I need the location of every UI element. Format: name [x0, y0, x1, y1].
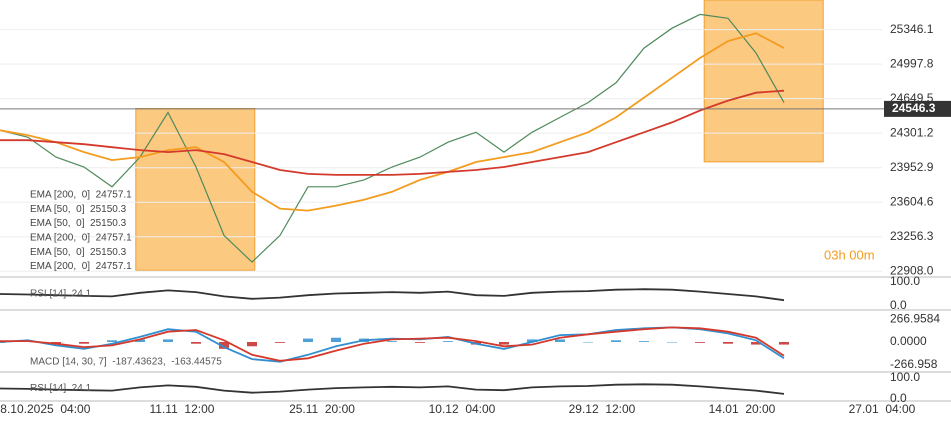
indicator-label: RSI [14] 24.1	[30, 289, 92, 300]
histogram-bar	[751, 342, 761, 345]
y-tick-label: 24301.2	[890, 125, 934, 139]
x-tick-label: 29.12 12:00	[569, 402, 636, 416]
histogram-bar	[331, 337, 341, 342]
y-tick-label: 23952.9	[890, 160, 934, 174]
histogram-bar	[191, 342, 201, 344]
legend-entry: EMA [50, 0] 25150.3	[30, 204, 127, 215]
series-line	[0, 89, 785, 176]
legend-entry: EMA [200, 0] 24757.1	[30, 261, 132, 272]
y-tick-label: 0.0	[890, 298, 907, 312]
histogram-bar	[135, 339, 145, 342]
y-tick-label: -266.958	[890, 357, 938, 371]
y-tick-label: 0.0	[890, 391, 907, 405]
histogram-bar	[499, 342, 509, 345]
y-tick-label: 23256.3	[890, 229, 934, 243]
histogram-bar	[415, 342, 425, 343]
x-tick-label: 27.01 04:00	[849, 402, 916, 416]
highlight-box	[703, 0, 824, 163]
histogram-bar	[303, 338, 313, 342]
series-line	[0, 13, 785, 263]
last-price-label: 24546.3	[892, 101, 936, 115]
y-tick-label: 100.0	[890, 370, 920, 384]
histogram-bar	[527, 339, 537, 342]
histogram-bar	[583, 342, 593, 343]
histogram-bar	[79, 342, 89, 344]
histogram-bar	[639, 341, 649, 342]
histogram-bar	[387, 341, 397, 342]
highlight-box	[135, 108, 256, 271]
histogram-bar	[779, 342, 789, 345]
x-tick-label: 25.11 20:00	[289, 402, 355, 416]
x-tick-label: 11.11 12:00	[150, 402, 215, 416]
y-tick-label: 266.9584	[890, 311, 940, 325]
legend-entry: EMA [200, 0] 24757.1	[30, 190, 132, 201]
indicator-label: RSI [14] 24.1	[30, 383, 92, 394]
histogram-bar	[695, 342, 705, 343]
countdown: 03h 00m	[824, 247, 875, 262]
y-tick-label: 22908.0	[890, 263, 934, 277]
legend-entry: EMA [50, 0] 25150.3	[30, 218, 127, 229]
histogram-bar	[723, 342, 733, 344]
histogram-bar	[107, 340, 117, 342]
last-price-tag	[884, 100, 951, 117]
series-line	[0, 383, 785, 395]
series-line	[0, 288, 785, 302]
y-tick-label: 100.0	[890, 274, 920, 288]
legend-entry: EMA [50, 0] 25150.3	[30, 247, 127, 258]
x-tick-label: 10.12 04:00	[429, 402, 496, 416]
histogram-bar	[247, 342, 257, 347]
histogram-bar	[163, 339, 173, 342]
x-tick-label: 28.10.2025 04:00	[0, 402, 91, 416]
histogram-bar	[275, 342, 285, 343]
y-tick-label: 25346.1	[890, 22, 934, 36]
histogram-bar	[555, 339, 565, 342]
histogram-bar	[611, 340, 621, 342]
x-tick-label: 14.01 20:00	[709, 402, 776, 416]
y-tick-label: 0.0000	[890, 334, 927, 348]
histogram-bar	[443, 341, 453, 342]
series-line	[0, 326, 785, 362]
indicator-label: MACD [14, 30, 7] -187.43623, -163.44575	[30, 357, 222, 368]
series-line	[0, 32, 785, 212]
histogram-bar	[219, 342, 229, 349]
y-tick-label: 24997.8	[890, 56, 934, 70]
y-tick-label: 23604.6	[890, 194, 934, 208]
legend-entry: EMA [200, 0] 24757.1	[30, 233, 132, 244]
histogram-bar	[667, 342, 677, 343]
